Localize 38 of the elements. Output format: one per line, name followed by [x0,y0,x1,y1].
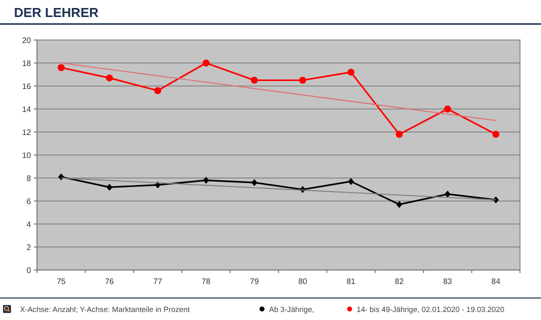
y-tick-label: 12 [22,128,32,137]
x-tick-label: 75 [56,277,66,286]
point [58,64,65,72]
y-tick-label: 6 [26,196,32,206]
chart-title: DER LEHRER [14,5,100,20]
point [250,76,258,84]
y-tick-label: 8 [26,174,32,183]
point [396,130,403,138]
point [444,190,451,198]
point [347,68,354,76]
x-tick-label: 76 [104,277,114,286]
x-tick-label: 79 [250,277,260,286]
y-tick-label: 4 [26,220,32,229]
y-tick-label: 20 [22,36,32,45]
point [203,176,210,184]
point [154,87,162,94]
x-tick-label: 80 [298,277,308,286]
point [106,74,113,82]
point [299,76,306,84]
y-tick-label: 10 [22,150,32,160]
x-tick-label: 83 [443,277,453,286]
point [202,60,210,66]
point [106,184,112,191]
point [492,130,500,138]
x-tick-label: 77 [153,277,163,286]
point [444,106,452,112]
point [348,178,354,185]
point [251,179,258,186]
y-tick-label: 0 [26,266,32,275]
y-tick-label: 18 [22,58,32,68]
x-tick-label: 81 [346,277,356,286]
x-tick-label: 84 [491,277,501,286]
point [396,200,402,208]
y-tick-label: 16 [22,82,32,91]
y-tick-label: 2 [26,242,32,252]
x-tick-label: 78 [202,277,212,286]
x-tick-label: 82 [394,277,404,286]
y-tick-label: 14 [22,104,32,114]
